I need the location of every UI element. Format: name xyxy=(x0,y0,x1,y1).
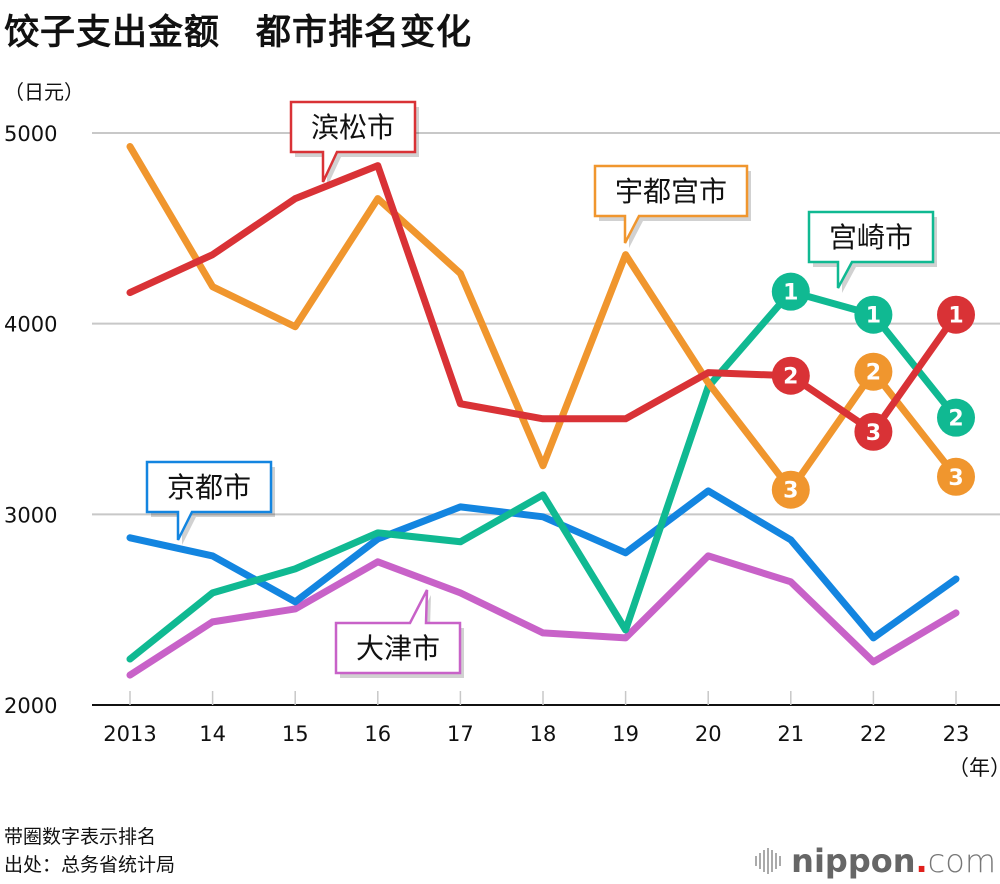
x-tick-label: 21 xyxy=(777,722,804,746)
rank-badge-circle xyxy=(937,295,975,334)
series-line-0 xyxy=(126,162,960,436)
rank-badge: 1 xyxy=(937,295,975,334)
callout-box xyxy=(807,210,935,289)
callout-label: 滨松市 xyxy=(311,111,395,144)
x-axis: 2013 14 15 16 17 18 19 20 21 22 23 xyxy=(92,691,1000,746)
callout-box xyxy=(145,460,273,541)
x-tick-label: 20 xyxy=(695,722,722,746)
chart-title: 饺子支出金额 都市排名变化 xyxy=(4,13,473,53)
rank-note: 带圈数字表示排名 xyxy=(4,826,157,848)
logo-text: nippon xyxy=(791,842,916,880)
logo-bars-icon xyxy=(755,848,782,874)
rank-badge-label: 2 xyxy=(948,407,963,432)
callout-label: 京都市 xyxy=(167,471,251,504)
rank-badge: 3 xyxy=(771,470,810,509)
rank-badge-circle xyxy=(937,457,975,496)
callout-label: 宇都宫市 xyxy=(615,175,727,208)
rank-badges: 1 1 2 3 2 3 2 3 1 xyxy=(771,272,975,509)
rank-badge-label: 2 xyxy=(866,361,881,386)
logo-dot: . xyxy=(915,842,928,880)
callout-3: 京都市 xyxy=(145,460,275,545)
callout-box xyxy=(593,164,749,244)
x-tick-label: 17 xyxy=(447,722,474,746)
series-lines xyxy=(126,143,960,679)
x-tick-label: 22 xyxy=(860,722,887,746)
rank-badge-circle xyxy=(771,470,810,509)
callout-box xyxy=(334,589,462,675)
rank-badge-circle xyxy=(937,398,975,437)
x-tick-label: 16 xyxy=(364,722,391,746)
rank-badge-label: 1 xyxy=(948,304,963,329)
callout-2: 宫崎市 xyxy=(807,210,937,293)
callout-0: 滨松市 xyxy=(289,100,419,187)
callout-box xyxy=(289,100,417,183)
nippon-logo: nippon. com xyxy=(755,842,996,880)
series-line-4 xyxy=(126,552,960,679)
source-note: 出处：总务省统计局 xyxy=(4,854,176,876)
rank-badge-label: 3 xyxy=(948,466,963,491)
x-axis-unit-label: （年） xyxy=(948,756,1000,780)
rank-badge: 1 xyxy=(854,295,893,334)
rank-badge: 2 xyxy=(937,398,975,437)
callout-1: 宇都宫市 xyxy=(593,164,751,248)
rank-badge-circle xyxy=(771,272,810,311)
logo-tld: com xyxy=(927,842,996,880)
rank-badge: 1 xyxy=(771,272,810,311)
rank-badge-circle xyxy=(771,356,810,395)
rank-badge-label: 3 xyxy=(783,479,798,504)
rank-badge: 2 xyxy=(771,356,810,395)
x-tick-label: 14 xyxy=(199,722,226,746)
x-tick-label: 18 xyxy=(530,722,557,746)
callout-label: 宫崎市 xyxy=(829,221,913,254)
rank-badge-circle xyxy=(854,352,893,391)
y-tick-label: 3000 xyxy=(4,503,57,527)
y-tick-label: 5000 xyxy=(4,122,57,146)
rank-badge-label: 1 xyxy=(783,281,798,306)
x-tick-label: 19 xyxy=(612,722,639,746)
x-tick-label: 23 xyxy=(943,722,970,746)
rank-badge-circle xyxy=(854,412,893,451)
callout-label: 大津市 xyxy=(356,632,440,665)
y-tick-label: 2000 xyxy=(4,694,57,718)
rank-badge: 3 xyxy=(854,412,893,451)
callout-4: 大津市 xyxy=(334,589,464,678)
rank-badge-label: 2 xyxy=(783,365,798,390)
y-tick-label: 4000 xyxy=(4,313,57,337)
rank-badge-label: 1 xyxy=(866,304,881,329)
x-tick-label: 15 xyxy=(282,722,309,746)
y-axis-ticks: 2000 3000 4000 5000 xyxy=(4,122,57,718)
rank-badge: 3 xyxy=(937,457,975,496)
rank-badge: 2 xyxy=(854,352,893,391)
series-line-1 xyxy=(126,143,960,494)
x-tick-label: 2013 xyxy=(103,722,156,746)
rank-badge-label: 3 xyxy=(866,421,881,446)
y-axis-unit-label: （日元） xyxy=(4,80,84,104)
rank-badge-circle xyxy=(854,295,893,334)
